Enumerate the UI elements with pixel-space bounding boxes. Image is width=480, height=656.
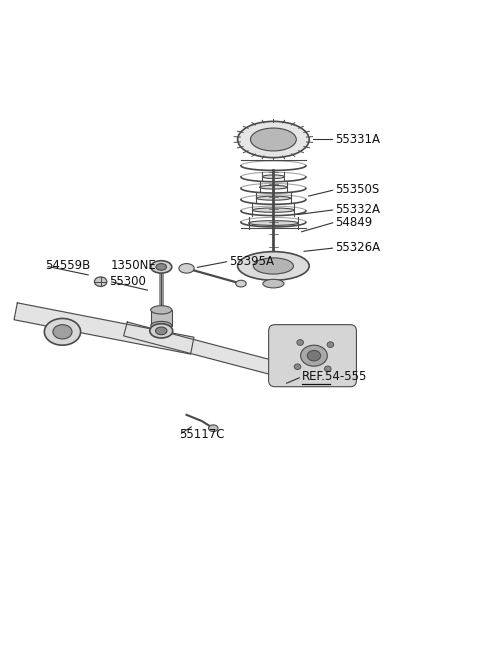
Ellipse shape bbox=[263, 175, 284, 178]
Polygon shape bbox=[14, 303, 194, 354]
Ellipse shape bbox=[263, 279, 284, 288]
Text: 55350S: 55350S bbox=[336, 183, 380, 196]
Text: 55326A: 55326A bbox=[336, 241, 381, 255]
Text: 55332A: 55332A bbox=[336, 203, 381, 216]
Text: 1350NE: 1350NE bbox=[110, 260, 156, 272]
Ellipse shape bbox=[256, 196, 290, 200]
Text: REF.54-555: REF.54-555 bbox=[302, 370, 367, 383]
Ellipse shape bbox=[208, 425, 218, 432]
Ellipse shape bbox=[294, 364, 301, 369]
Polygon shape bbox=[124, 322, 301, 382]
Text: 55117C: 55117C bbox=[179, 428, 225, 441]
Ellipse shape bbox=[307, 350, 321, 361]
Ellipse shape bbox=[44, 318, 81, 345]
Ellipse shape bbox=[238, 252, 309, 280]
Ellipse shape bbox=[236, 280, 246, 287]
Text: 55300: 55300 bbox=[109, 275, 145, 288]
FancyBboxPatch shape bbox=[269, 325, 357, 386]
Ellipse shape bbox=[95, 277, 107, 287]
Ellipse shape bbox=[151, 306, 172, 314]
Text: 55331A: 55331A bbox=[336, 133, 381, 146]
Bar bbox=[151, 310, 172, 325]
Text: 54559B: 54559B bbox=[45, 260, 91, 272]
Ellipse shape bbox=[53, 325, 72, 339]
Ellipse shape bbox=[253, 258, 293, 274]
Ellipse shape bbox=[156, 264, 167, 270]
Ellipse shape bbox=[297, 340, 303, 345]
Ellipse shape bbox=[150, 323, 173, 338]
Ellipse shape bbox=[179, 264, 194, 273]
Ellipse shape bbox=[260, 186, 287, 189]
Ellipse shape bbox=[327, 342, 334, 348]
Ellipse shape bbox=[252, 208, 294, 213]
Text: 55395A: 55395A bbox=[229, 255, 275, 268]
Ellipse shape bbox=[151, 260, 172, 273]
Ellipse shape bbox=[249, 220, 298, 226]
Ellipse shape bbox=[156, 327, 167, 335]
Ellipse shape bbox=[251, 128, 296, 151]
Ellipse shape bbox=[151, 321, 172, 330]
Ellipse shape bbox=[300, 345, 327, 366]
Text: 54849: 54849 bbox=[336, 216, 372, 228]
Ellipse shape bbox=[324, 366, 331, 372]
Ellipse shape bbox=[238, 121, 309, 157]
